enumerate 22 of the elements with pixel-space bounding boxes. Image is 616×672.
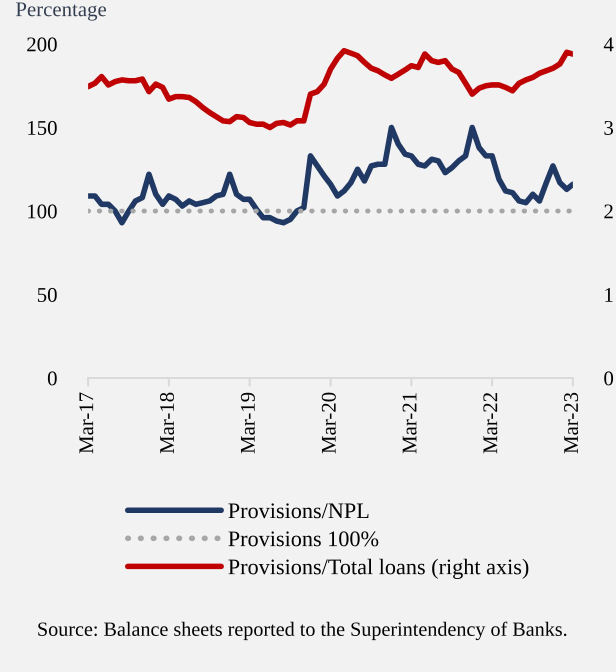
y2-tick-label: 0 [604,371,614,386]
x-tick-label: Mar-17 [79,392,94,454]
x-tick-label: Mar-23 [564,392,578,454]
source-note: Source: Balance sheets reported to the Superintendency of Banks. [38,622,566,640]
y2-tick-label: 1 [605,288,613,302]
x-tick-label: Mar-21 [402,393,417,454]
x-tick-label: Mar-22 [483,393,498,454]
y-tick-label: 50 [38,288,57,302]
x-tick-label: Mar-18 [160,392,174,454]
y-axis-title: Percentage [16,2,106,21]
y-tick-label: 200 [27,37,57,52]
y-tick-label: 0 [48,371,57,386]
y2-tick-label: 2 [604,204,613,218]
x-tick-label: Mar-20 [322,392,336,454]
y-tick-label: 150 [28,120,57,135]
x-tick-label: Mar-19 [240,392,255,454]
legend-label: Provisions/NPL [228,503,368,518]
legend-label: Provisions 100% [228,531,378,546]
y2-tick-label: 4 [604,38,614,52]
y2-tick-label: 3 [604,120,614,135]
y-tick-label: 100 [28,204,57,218]
legend-label: Provisions/Total loans (right axis) [228,558,528,579]
